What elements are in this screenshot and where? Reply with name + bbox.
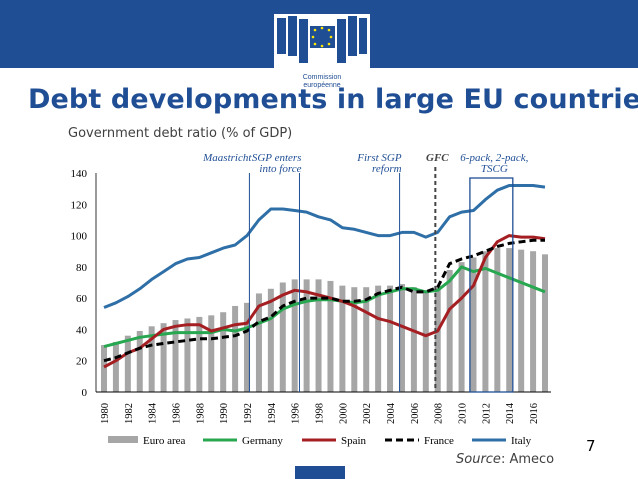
x-tick-label: 2010 bbox=[458, 403, 469, 424]
x-tick-label: 1986 bbox=[172, 403, 183, 424]
y-tick-label: 80 bbox=[76, 262, 88, 274]
bar-euro-area bbox=[315, 279, 322, 392]
bar-euro-area bbox=[244, 302, 251, 392]
bar-euro-area bbox=[446, 269, 453, 392]
line-spain bbox=[103, 234, 546, 369]
x-tick-label: 1988 bbox=[195, 403, 206, 424]
bar-euro-area bbox=[184, 318, 191, 392]
line-france bbox=[103, 238, 545, 363]
bar-euro-area bbox=[267, 288, 274, 392]
commission-logo: Commission européenne bbox=[274, 14, 370, 100]
annotation-text: reform bbox=[372, 163, 402, 175]
bar-euro-area bbox=[530, 251, 537, 392]
bar-euro-area bbox=[387, 285, 394, 392]
bar-euro-area bbox=[136, 330, 143, 392]
x-tick-label: 1980 bbox=[100, 403, 111, 424]
annotation-text: First SGP bbox=[356, 152, 402, 164]
bar-euro-area bbox=[232, 305, 239, 392]
y-tick-label: 100 bbox=[71, 231, 88, 243]
legend-swatch-euro-area bbox=[108, 436, 138, 443]
bar-euro-area bbox=[291, 279, 298, 392]
bar-euro-area bbox=[494, 248, 501, 392]
y-tick-label: 60 bbox=[76, 293, 88, 305]
annotation-text: Maastricht bbox=[202, 152, 252, 164]
page-number: 7 bbox=[586, 437, 596, 455]
legend-label: Spain bbox=[341, 435, 367, 447]
legend-label: France bbox=[424, 435, 454, 447]
legend-label: Italy bbox=[511, 435, 532, 447]
bar-euro-area bbox=[542, 254, 548, 392]
y-tick-label: 0 bbox=[82, 387, 88, 399]
x-tick-label: 1990 bbox=[219, 403, 230, 424]
bar-euro-area bbox=[160, 323, 167, 392]
x-tick-label: 2016 bbox=[529, 403, 540, 424]
x-tick-label: 1984 bbox=[148, 402, 159, 424]
bar-euro-area bbox=[279, 282, 286, 392]
x-tick-label: 1992 bbox=[243, 403, 254, 424]
x-tick-label: 2014 bbox=[505, 402, 516, 424]
legend-label: Euro area bbox=[143, 435, 186, 447]
bar-euro-area bbox=[303, 279, 310, 392]
bar-euro-area bbox=[339, 285, 346, 392]
annotation-text: 6-pack, 2-pack, bbox=[460, 152, 528, 164]
source-label: Source bbox=[456, 452, 501, 467]
bar-euro-area bbox=[220, 312, 227, 392]
source-note: Source: Ameco bbox=[456, 452, 554, 467]
bar-euro-area bbox=[506, 248, 513, 392]
footer-flag bbox=[295, 466, 345, 479]
annotation-text: GFC bbox=[426, 152, 449, 164]
x-tick-label: 1994 bbox=[267, 402, 278, 424]
bar-euro-area bbox=[422, 290, 429, 392]
bar-euro-area bbox=[112, 341, 119, 392]
bar-euro-area bbox=[327, 280, 334, 392]
bar-euro-area bbox=[255, 293, 262, 392]
y-tick-label: 40 bbox=[76, 324, 88, 336]
line-germany bbox=[103, 265, 546, 349]
commission-building-icon bbox=[277, 16, 367, 63]
annotation-text: TSCG bbox=[481, 163, 508, 175]
bar-euro-area bbox=[124, 335, 131, 392]
bar-euro-area bbox=[196, 316, 203, 392]
page-title: Debt developments in large EU countries bbox=[28, 84, 638, 115]
bar-euro-area bbox=[172, 320, 179, 392]
bar-euro-area bbox=[375, 285, 382, 392]
x-tick-label: 2000 bbox=[338, 403, 349, 424]
x-tick-label: 1982 bbox=[124, 403, 135, 424]
x-tick-label: 2006 bbox=[410, 403, 421, 424]
bar-euro-area bbox=[470, 257, 477, 392]
bar-euro-area bbox=[363, 287, 370, 392]
bar-euro-area bbox=[434, 285, 441, 392]
logo-text-line1: Commission bbox=[302, 74, 342, 81]
bar-euro-area bbox=[518, 249, 525, 392]
bar-euro-area bbox=[458, 262, 465, 392]
logo-text-line2: européenne bbox=[303, 82, 341, 89]
x-tick-label: 2004 bbox=[386, 402, 397, 424]
bar-euro-area bbox=[482, 251, 489, 392]
source-value: : Ameco bbox=[500, 452, 555, 467]
y-tick-label: 120 bbox=[71, 199, 88, 211]
bar-euro-area bbox=[410, 287, 417, 392]
x-tick-label: 1996 bbox=[291, 403, 302, 424]
annotation-text: into force bbox=[259, 163, 301, 175]
bar-euro-area bbox=[398, 284, 405, 392]
chart-subtitle: Government debt ratio (% of GDP) bbox=[68, 126, 293, 141]
y-tick-label: 20 bbox=[76, 356, 88, 368]
x-tick-label: 1998 bbox=[315, 403, 326, 424]
bar-euro-area bbox=[351, 287, 358, 392]
x-tick-label: 2008 bbox=[434, 403, 445, 424]
bar-euro-area bbox=[148, 326, 155, 392]
legend-label: Germany bbox=[242, 435, 283, 447]
annotation-box bbox=[469, 177, 514, 393]
bar-euro-area bbox=[208, 315, 215, 392]
bar-euro-area bbox=[101, 345, 107, 392]
x-tick-label: 2002 bbox=[362, 403, 373, 424]
y-tick-label: 140 bbox=[71, 168, 88, 180]
x-tick-label: 2012 bbox=[481, 403, 492, 424]
line-italy bbox=[103, 184, 546, 309]
annotation-text: SGP enters bbox=[252, 152, 302, 164]
